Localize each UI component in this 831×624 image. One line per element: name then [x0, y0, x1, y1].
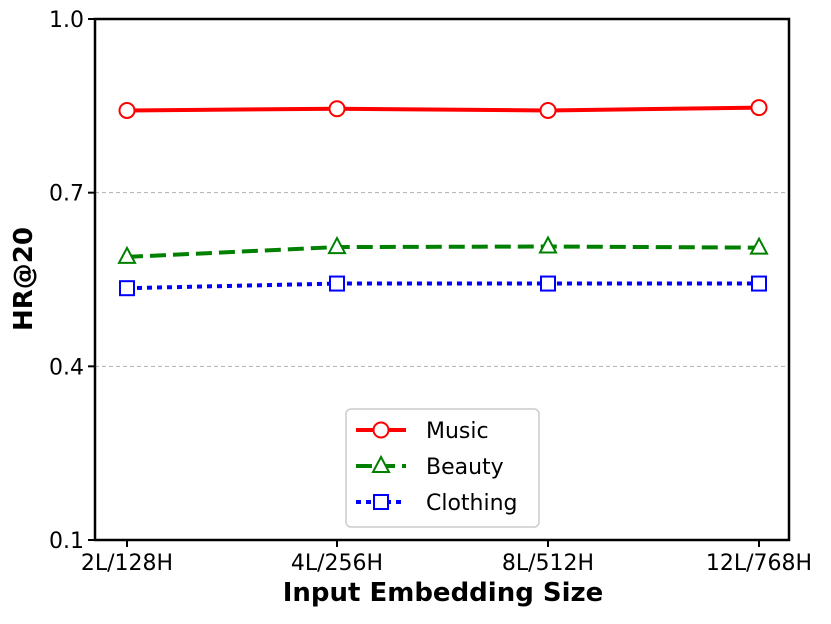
series-line-clothing [126, 281, 759, 291]
series-point-beauty [327, 235, 347, 255]
series-point-music [118, 101, 136, 119]
series-point-beauty [749, 236, 769, 255]
series-line-music [126, 105, 760, 113]
series-point-beauty [538, 235, 558, 254]
x-tick-label: 8L/512H [502, 551, 594, 576]
series-point-clothing [119, 280, 135, 297]
y-tick-label: 1.0 [49, 8, 84, 33]
series-line-beauty [126, 244, 760, 259]
x-tick-label: 4L/256H [291, 551, 383, 576]
legend-label-clothing: Clothing [426, 491, 518, 516]
y-tick-label: 0.4 [49, 355, 84, 380]
y-tick-label: 0.1 [49, 529, 84, 554]
series-point-beauty [117, 245, 137, 264]
x-tick-label: 2L/128H [81, 551, 173, 576]
series-point-clothing [751, 275, 767, 292]
series-point-music [750, 99, 768, 117]
grid-layer [95, 192, 789, 367]
x-axis-title: Input Embedding Size [283, 578, 604, 608]
series-point-clothing [540, 275, 556, 292]
plot-frame [93, 17, 791, 542]
x-tick-label: 12L/768H [706, 551, 812, 576]
series-point-music [539, 101, 557, 119]
series-point-clothing [329, 275, 345, 292]
legend-box [345, 408, 540, 528]
legend-marker-music [372, 421, 390, 439]
legend-label-beauty: Beauty [426, 455, 504, 480]
series-point-music [328, 100, 346, 118]
y-axis-title: HR@20 [9, 227, 39, 331]
y-tick-label: 0.7 [49, 182, 84, 207]
series-layer [117, 99, 769, 297]
legend-marker-clothing [373, 494, 389, 510]
legend-marker-beauty [371, 454, 391, 473]
tick-layer: 0.1 0.4 0.7 1.0 2L/128H 4L/256H 8L/512H 12L/768… [49, 8, 812, 576]
legend: Music Beauty Clothing [345, 408, 540, 528]
legend-label-music: Music [426, 419, 489, 444]
